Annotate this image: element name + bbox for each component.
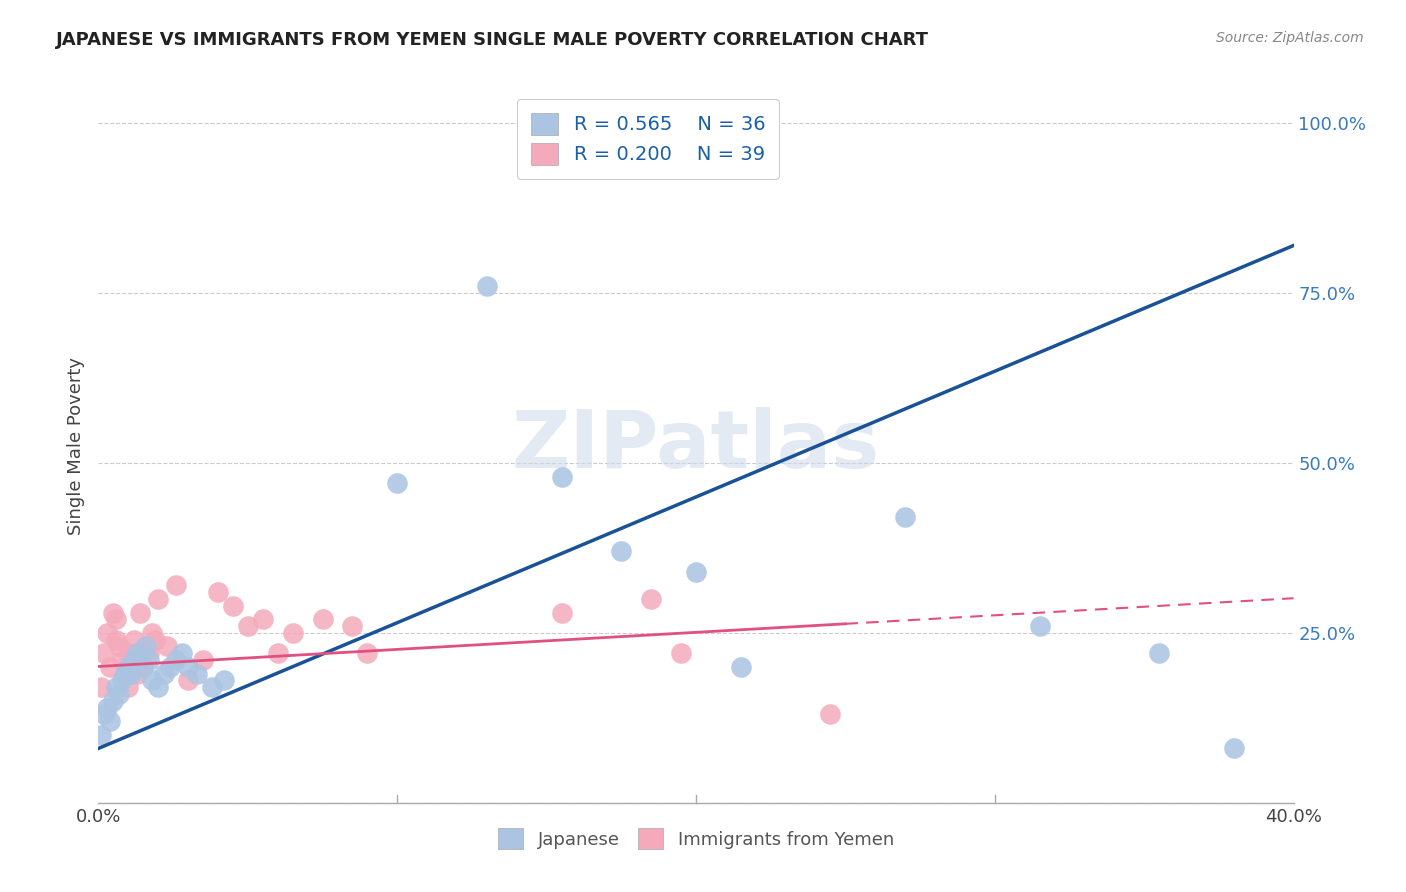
Point — [1147, 646, 1170, 660]
Point — [385, 476, 409, 491]
Point — [159, 660, 181, 674]
Point — [124, 632, 146, 647]
Point — [148, 591, 170, 606]
Point — [669, 646, 692, 660]
Point — [610, 544, 633, 558]
Point — [105, 612, 128, 626]
Point — [212, 673, 235, 688]
Point — [894, 510, 917, 524]
Point — [114, 666, 136, 681]
Point — [129, 606, 152, 620]
Point — [186, 666, 208, 681]
Point — [96, 700, 118, 714]
Point — [120, 666, 142, 681]
Point — [96, 626, 118, 640]
Point — [127, 646, 149, 660]
Point — [138, 646, 160, 660]
Point — [138, 653, 160, 667]
Point — [117, 646, 139, 660]
Point — [124, 653, 146, 667]
Point — [685, 565, 707, 579]
Point — [311, 612, 333, 626]
Y-axis label: Single Male Poverty: Single Male Poverty — [66, 357, 84, 535]
Point — [127, 666, 149, 681]
Point — [153, 666, 176, 681]
Point — [156, 640, 179, 654]
Point — [141, 626, 163, 640]
Point — [143, 632, 166, 647]
Point — [148, 680, 170, 694]
Point — [105, 680, 128, 694]
Point — [132, 660, 155, 674]
Point — [177, 673, 200, 688]
Point — [105, 632, 128, 647]
Point — [356, 646, 378, 660]
Point — [222, 599, 245, 613]
Point — [191, 653, 214, 667]
Point — [135, 640, 157, 654]
Point — [267, 646, 290, 660]
Point — [177, 660, 200, 674]
Point — [201, 680, 224, 694]
Point — [1028, 619, 1050, 633]
Point — [252, 612, 274, 626]
Point — [820, 707, 842, 722]
Point — [98, 660, 122, 674]
Point — [98, 714, 122, 729]
Point — [132, 660, 155, 674]
Point — [236, 619, 259, 633]
Point — [135, 640, 157, 654]
Point — [141, 673, 163, 688]
Legend: Japanese, Immigrants from Yemen: Japanese, Immigrants from Yemen — [489, 819, 903, 858]
Point — [165, 653, 187, 667]
Point — [640, 591, 662, 606]
Point — [172, 646, 194, 660]
Text: Source: ZipAtlas.com: Source: ZipAtlas.com — [1216, 31, 1364, 45]
Point — [730, 660, 752, 674]
Point — [475, 279, 498, 293]
Point — [1223, 741, 1246, 756]
Point — [90, 680, 112, 694]
Point — [550, 606, 572, 620]
Point — [207, 585, 229, 599]
Point — [108, 687, 131, 701]
Point — [93, 707, 115, 722]
Point — [103, 694, 125, 708]
Text: ZIPatlas: ZIPatlas — [512, 407, 880, 485]
Point — [120, 660, 142, 674]
Point — [111, 673, 134, 688]
Point — [117, 660, 139, 674]
Point — [117, 680, 139, 694]
Point — [93, 646, 115, 660]
Point — [281, 626, 304, 640]
Point — [108, 640, 131, 654]
Point — [103, 606, 125, 620]
Point — [90, 728, 112, 742]
Point — [114, 666, 136, 681]
Point — [550, 469, 572, 483]
Point — [342, 619, 364, 633]
Point — [111, 653, 134, 667]
Text: JAPANESE VS IMMIGRANTS FROM YEMEN SINGLE MALE POVERTY CORRELATION CHART: JAPANESE VS IMMIGRANTS FROM YEMEN SINGLE… — [56, 31, 929, 49]
Point — [165, 578, 187, 592]
